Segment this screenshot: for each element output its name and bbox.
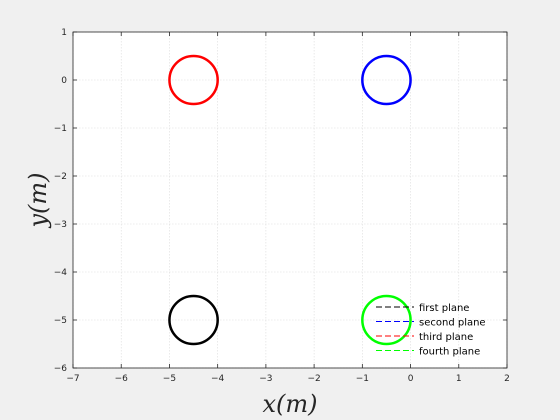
- x-tick-label: 2: [504, 374, 510, 384]
- y-tick-label: −5: [54, 316, 67, 326]
- x-tick-label: −7: [66, 374, 79, 384]
- y-tick-label: −2: [54, 172, 67, 182]
- y-tick-label: −3: [54, 220, 67, 230]
- x-tick-label: −1: [356, 374, 369, 384]
- y-tick-label: −4: [54, 268, 68, 278]
- legend-label-2: second plane: [419, 318, 486, 329]
- y-tick-label: −6: [54, 364, 68, 374]
- legend-label-1: first plane: [419, 303, 469, 314]
- x-tick-label: −6: [115, 374, 129, 384]
- x-tick-label: −3: [259, 374, 272, 384]
- x-tick-label: 1: [456, 374, 462, 384]
- y-tick-label: 0: [61, 76, 67, 86]
- x-tick-label: 0: [408, 374, 414, 384]
- x-tick-label: −4: [211, 374, 225, 384]
- legend-label-3: third plane: [419, 332, 473, 343]
- y-tick-label: −1: [54, 124, 67, 134]
- y-tick-label: 1: [61, 28, 67, 38]
- legend-label-4: fourth plane: [419, 347, 480, 358]
- x-tick-label: −5: [163, 374, 176, 384]
- y-axis-label: y(m): [24, 172, 52, 228]
- x-tick-label: −2: [307, 374, 320, 384]
- x-axis-label: x(m): [262, 390, 317, 418]
